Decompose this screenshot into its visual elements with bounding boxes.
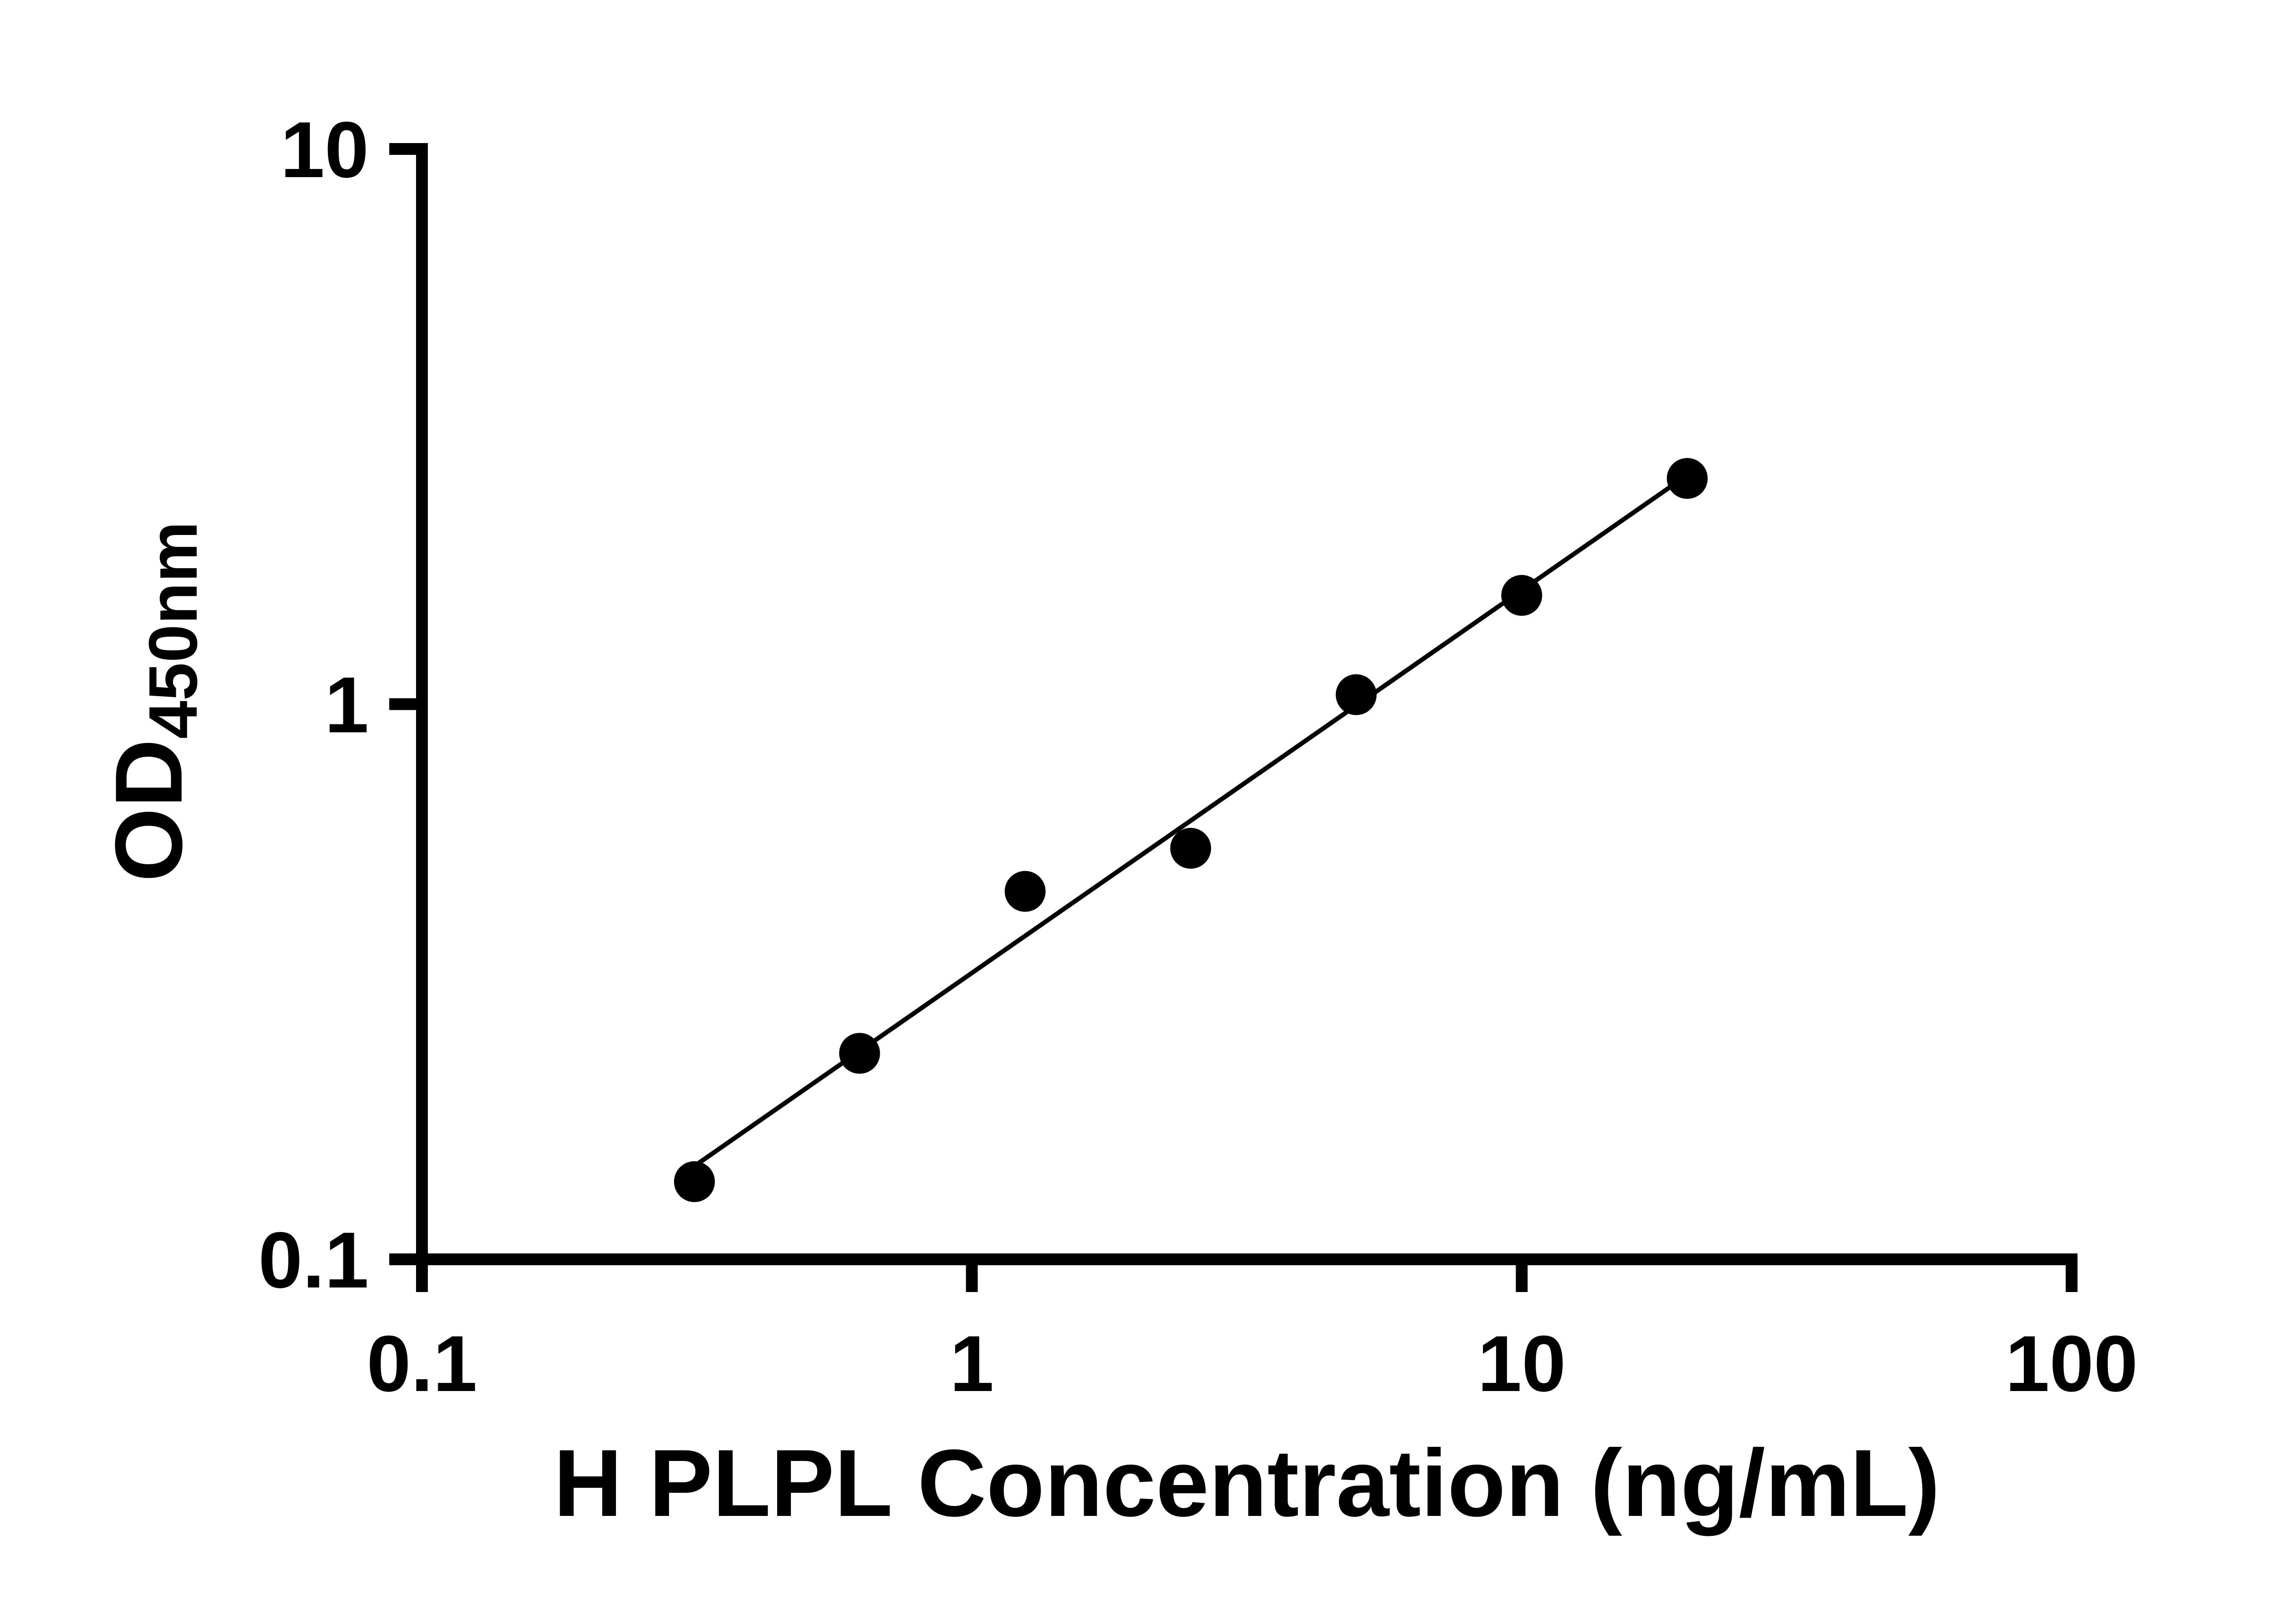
axes-spines [416, 143, 2078, 1265]
data-point [674, 1161, 715, 1202]
y-axis-title: OD450nm [95, 521, 212, 882]
x-axis-title-text: H PLPL Concentration (ng/mL) [553, 1430, 1940, 1536]
data-point [1335, 674, 1377, 715]
y-axis-title-main: OD [95, 739, 202, 882]
y-axis-title-sub: 450nm [135, 521, 212, 739]
data-point [1170, 827, 1211, 869]
trend-line [683, 469, 1695, 1175]
y-tick-label: 10 [280, 106, 369, 194]
data-point [1501, 575, 1542, 616]
data-point [839, 1033, 880, 1074]
data-point [1666, 458, 1708, 499]
x-tick-label: 100 [2005, 1320, 2138, 1408]
y-tick-label: 0.1 [258, 1216, 369, 1305]
data-point [1004, 871, 1046, 912]
x-tick-label: 0.1 [367, 1320, 477, 1408]
x-tick-label: 10 [1478, 1320, 1566, 1408]
y-tick-label: 1 [325, 661, 369, 750]
x-tick-label: 1 [950, 1320, 994, 1408]
x-axis-title: H PLPL Concentration (ng/mL) [554, 1431, 1940, 1535]
